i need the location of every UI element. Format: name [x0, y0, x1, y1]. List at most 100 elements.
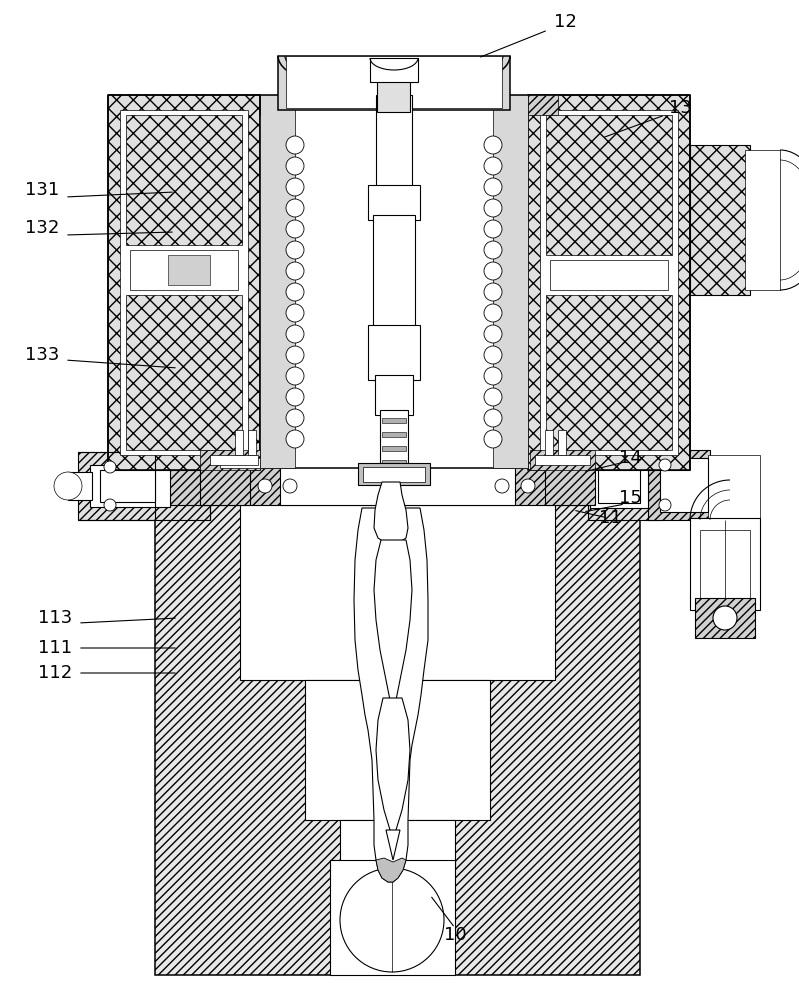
Circle shape — [713, 606, 737, 630]
Polygon shape — [368, 185, 420, 220]
Polygon shape — [376, 858, 406, 882]
Polygon shape — [68, 472, 92, 500]
Text: 14: 14 — [618, 449, 642, 467]
Bar — [248, 430, 256, 455]
Polygon shape — [126, 115, 242, 245]
Circle shape — [286, 409, 304, 427]
Polygon shape — [598, 470, 640, 503]
Polygon shape — [700, 530, 750, 600]
Polygon shape — [660, 458, 708, 512]
Circle shape — [484, 157, 502, 175]
Polygon shape — [330, 860, 455, 975]
Text: 13: 13 — [669, 99, 691, 117]
Circle shape — [286, 325, 304, 343]
Polygon shape — [200, 450, 260, 470]
Circle shape — [104, 499, 116, 511]
Circle shape — [283, 479, 297, 493]
Polygon shape — [240, 495, 555, 680]
Polygon shape — [278, 56, 510, 110]
Polygon shape — [648, 450, 710, 520]
Circle shape — [484, 430, 502, 448]
Circle shape — [104, 461, 116, 473]
Circle shape — [286, 262, 304, 280]
Circle shape — [484, 241, 502, 259]
Circle shape — [484, 262, 502, 280]
Polygon shape — [493, 95, 528, 468]
Circle shape — [286, 241, 304, 259]
Polygon shape — [376, 95, 412, 190]
Polygon shape — [374, 482, 408, 544]
Polygon shape — [545, 467, 595, 505]
Circle shape — [495, 479, 509, 493]
Circle shape — [286, 199, 304, 217]
Circle shape — [521, 479, 535, 493]
Bar — [235, 430, 243, 455]
Polygon shape — [588, 452, 660, 520]
Circle shape — [340, 868, 444, 972]
Polygon shape — [368, 325, 420, 380]
Bar — [558, 430, 566, 455]
Polygon shape — [90, 465, 170, 507]
Polygon shape — [280, 467, 515, 505]
Polygon shape — [168, 255, 210, 285]
Circle shape — [484, 136, 502, 154]
Circle shape — [286, 220, 304, 238]
Polygon shape — [535, 455, 590, 465]
Polygon shape — [375, 375, 413, 415]
Polygon shape — [210, 455, 258, 465]
Polygon shape — [382, 460, 406, 465]
Polygon shape — [382, 446, 406, 451]
Polygon shape — [546, 115, 672, 255]
Polygon shape — [260, 95, 528, 468]
Circle shape — [659, 459, 671, 471]
Polygon shape — [78, 452, 210, 520]
Polygon shape — [155, 495, 640, 975]
Polygon shape — [374, 540, 412, 705]
Circle shape — [484, 283, 502, 301]
Polygon shape — [386, 830, 400, 860]
Polygon shape — [370, 58, 418, 82]
Circle shape — [484, 346, 502, 364]
Circle shape — [484, 325, 502, 343]
Polygon shape — [382, 432, 406, 437]
Circle shape — [484, 220, 502, 238]
Circle shape — [286, 136, 304, 154]
Circle shape — [286, 283, 304, 301]
Polygon shape — [340, 820, 455, 870]
Circle shape — [286, 367, 304, 385]
Polygon shape — [376, 698, 410, 835]
Polygon shape — [220, 458, 260, 468]
Polygon shape — [377, 60, 410, 112]
Circle shape — [286, 157, 304, 175]
Circle shape — [286, 346, 304, 364]
Circle shape — [484, 409, 502, 427]
Polygon shape — [120, 110, 248, 455]
Text: 133: 133 — [25, 346, 59, 364]
Polygon shape — [155, 467, 210, 505]
Polygon shape — [540, 110, 678, 455]
Text: 112: 112 — [38, 664, 72, 682]
Polygon shape — [690, 518, 760, 610]
Polygon shape — [380, 410, 408, 470]
Circle shape — [286, 304, 304, 322]
Text: 10: 10 — [443, 926, 467, 944]
Circle shape — [484, 199, 502, 217]
Circle shape — [484, 178, 502, 196]
Circle shape — [286, 388, 304, 406]
Polygon shape — [530, 450, 595, 470]
Polygon shape — [373, 215, 415, 330]
Polygon shape — [590, 465, 648, 508]
Polygon shape — [546, 295, 672, 450]
Polygon shape — [528, 95, 558, 115]
Polygon shape — [305, 680, 490, 820]
Circle shape — [54, 472, 82, 500]
Text: 132: 132 — [25, 219, 59, 237]
Polygon shape — [354, 508, 428, 882]
Polygon shape — [100, 470, 155, 502]
Circle shape — [258, 479, 272, 493]
Polygon shape — [690, 145, 750, 295]
Polygon shape — [358, 463, 430, 485]
Text: 111: 111 — [38, 639, 72, 657]
Text: 113: 113 — [38, 609, 72, 627]
Circle shape — [659, 499, 671, 511]
